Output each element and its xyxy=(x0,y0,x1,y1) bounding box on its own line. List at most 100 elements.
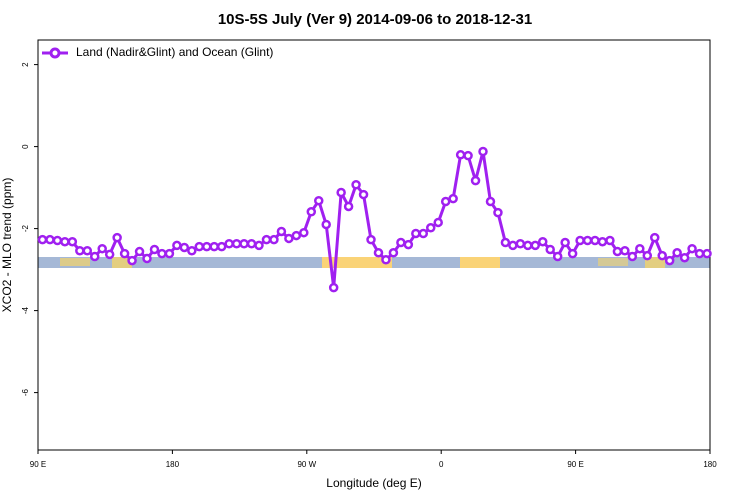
data-point xyxy=(515,239,526,249)
data-point xyxy=(201,241,212,252)
data-point xyxy=(164,248,175,259)
data-point xyxy=(627,251,638,262)
data-point xyxy=(649,232,660,243)
data-point xyxy=(366,234,376,245)
data-point xyxy=(276,226,287,237)
data-point xyxy=(37,234,48,245)
data-point xyxy=(134,246,145,257)
data-point xyxy=(149,244,160,255)
data-point xyxy=(321,219,331,230)
data-point xyxy=(306,207,317,217)
data-point xyxy=(552,251,563,262)
data-point xyxy=(500,237,511,248)
data-point xyxy=(440,196,451,207)
x-tick-label: 90 E xyxy=(30,460,46,469)
data-point xyxy=(112,232,122,243)
data-point xyxy=(187,245,197,256)
data-point xyxy=(246,239,257,249)
y-tick-label: -6 xyxy=(21,388,30,396)
legend-marker xyxy=(49,47,61,59)
data-point xyxy=(702,248,712,259)
data-point xyxy=(664,255,675,266)
data-point xyxy=(455,150,466,160)
data-point xyxy=(433,217,443,228)
data-point xyxy=(358,189,369,200)
x-tick-label: 180 xyxy=(166,460,180,469)
data-point xyxy=(642,250,653,261)
x-tick-label: 90 W xyxy=(297,460,316,469)
data-point xyxy=(508,240,518,251)
data-point xyxy=(463,150,473,161)
data-point xyxy=(299,227,309,238)
data-point xyxy=(261,234,272,245)
x-axis-label: Longitude (deg E) xyxy=(326,476,421,490)
chart-title: 10S-5S July (Ver 9) 2014-09-06 to 2018-1… xyxy=(218,11,532,28)
data-point xyxy=(493,207,503,218)
data-point xyxy=(485,196,496,207)
data-point xyxy=(396,237,406,248)
data-point xyxy=(284,233,294,244)
data-point xyxy=(209,241,219,252)
data-point xyxy=(336,187,346,198)
land-strip xyxy=(460,257,500,268)
land-strip xyxy=(60,258,90,266)
data-point xyxy=(60,236,70,247)
data-point xyxy=(612,246,623,257)
data-point xyxy=(537,236,548,247)
data-point xyxy=(425,223,436,233)
data-point xyxy=(657,250,667,261)
data-point xyxy=(575,235,585,246)
data-point xyxy=(679,252,690,263)
data-point xyxy=(82,245,93,256)
data-point xyxy=(597,236,608,247)
data-point xyxy=(127,255,137,266)
data-point xyxy=(291,230,302,241)
data-point xyxy=(582,235,593,246)
data-point xyxy=(239,239,249,249)
data-point xyxy=(157,248,167,259)
data-point xyxy=(418,228,429,239)
data-point xyxy=(89,251,100,262)
data-point xyxy=(523,240,533,251)
data-point xyxy=(194,241,205,252)
data-point xyxy=(104,249,115,260)
data-point xyxy=(142,253,152,264)
data-point xyxy=(119,248,130,259)
data-point xyxy=(694,248,705,259)
data-point xyxy=(620,245,630,256)
data-point xyxy=(388,248,399,258)
data-point xyxy=(560,237,570,248)
data-point xyxy=(231,239,242,249)
data-point xyxy=(470,175,481,186)
data-point xyxy=(605,235,615,246)
y-tick-label: 2 xyxy=(21,62,30,67)
legend-label: Land (Nadir&Glint) and Ocean (Glint) xyxy=(76,45,273,59)
data-point xyxy=(67,236,78,247)
data-point xyxy=(75,245,85,256)
y-tick-label: -4 xyxy=(21,306,30,314)
data-point xyxy=(351,179,361,190)
data-point xyxy=(403,239,414,250)
land-strip xyxy=(645,257,665,268)
data-point xyxy=(635,243,645,254)
data-point xyxy=(172,240,182,251)
data-point xyxy=(179,242,190,253)
data-point xyxy=(411,228,421,239)
data-point xyxy=(381,255,391,265)
x-tick-label: 180 xyxy=(703,460,717,469)
data-point xyxy=(530,240,541,251)
y-axis-label: XCO2 - MLO trend (ppm) xyxy=(0,178,14,313)
data-point xyxy=(52,235,63,246)
y-tick-label: -2 xyxy=(21,224,30,232)
data-point xyxy=(672,248,682,258)
data-point xyxy=(545,244,555,255)
data-point xyxy=(313,195,324,206)
land-strip xyxy=(598,258,628,266)
data-point xyxy=(45,234,55,245)
data-point xyxy=(224,239,234,249)
data-point xyxy=(567,248,578,259)
plot-frame xyxy=(37,39,711,451)
data-point xyxy=(269,234,279,245)
